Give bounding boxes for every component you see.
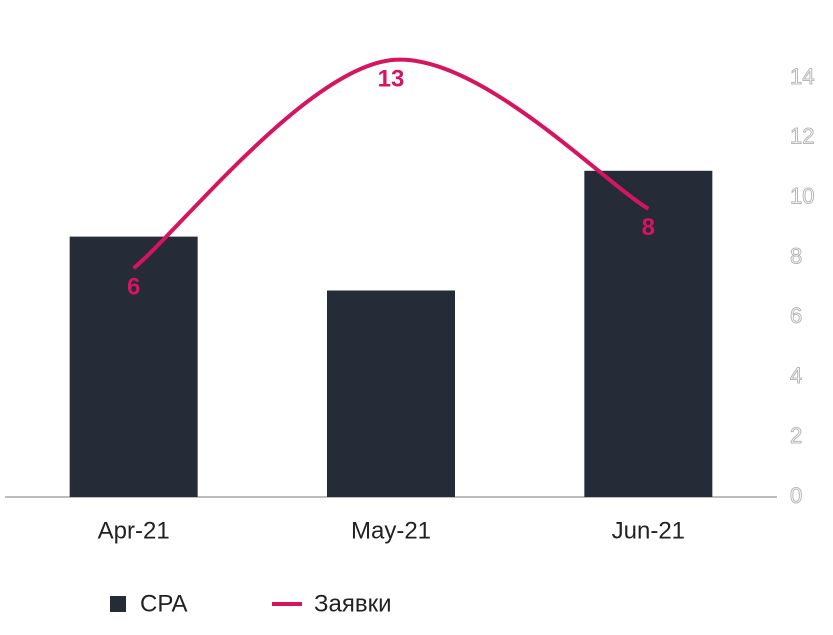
data-label: 6 — [127, 274, 140, 301]
x-tick-label: Apr-21 — [98, 517, 170, 544]
y-tick-label: 0 — [790, 483, 802, 508]
x-tick-label: May-21 — [351, 517, 431, 544]
y-tick-label: 6 — [790, 303, 802, 328]
y-tick-label: 4 — [790, 363, 802, 388]
bar — [327, 290, 455, 497]
legend-swatch — [110, 596, 126, 612]
bar — [584, 170, 713, 497]
y-tick-label: 10 — [790, 184, 814, 209]
x-tick-label: Jun-21 — [612, 517, 685, 544]
y-tick-label: 8 — [790, 243, 802, 268]
legend-label: CPA — [140, 590, 188, 617]
line — [132, 57, 650, 270]
y-tick-label: 12 — [790, 124, 814, 149]
y-tick-label: 14 — [790, 64, 814, 89]
data-label: 13 — [378, 66, 405, 93]
data-label: 8 — [642, 214, 655, 241]
bar — [69, 236, 198, 497]
y-tick-label: 2 — [790, 423, 802, 448]
legend-label: Заявки — [314, 590, 392, 617]
